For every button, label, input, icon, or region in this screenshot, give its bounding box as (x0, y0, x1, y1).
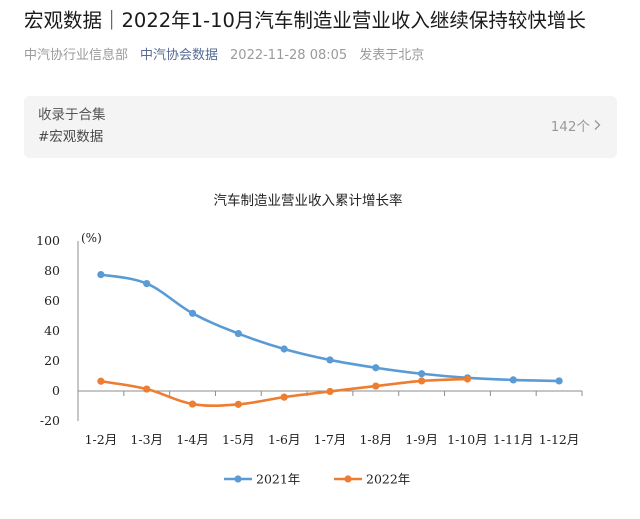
chevron-right-icon (593, 117, 601, 137)
y-tick-label: -20 (40, 413, 60, 428)
y-tick-label: 40 (44, 323, 60, 338)
collection-count[interactable]: 142个 (551, 117, 601, 137)
x-tick-label: 1-2月 (85, 432, 118, 447)
collection-count-text: 142个 (550, 119, 590, 135)
series-point-2 (188, 400, 197, 408)
revenue-growth-chart: 汽车制造业营业收入累计增长率 (%) 100 80 60 40 20 0 -20 1-2月 1… (0, 180, 640, 519)
collection-card[interactable]: 收录于合集 #宏观数据 142个 (24, 96, 617, 158)
series-point-1 (143, 280, 151, 288)
y-tick-label: 20 (44, 353, 60, 368)
source-name: 中汽协行业信息部 (24, 48, 129, 63)
y-tick-label: 100 (36, 233, 60, 248)
collection-label: 收录于合集 (38, 107, 106, 123)
series-point-2 (280, 393, 288, 401)
x-tick-label: 1-6月 (268, 432, 301, 447)
series-point-1 (418, 370, 426, 378)
series-point-2 (326, 387, 334, 396)
x-axis-ticks: 1-2月 1-3月 1-4月 1-5月 1-6月 1-7月 1-8月 1-9月 1-10月 1-1… (77, 391, 583, 447)
series-point-1 (97, 271, 105, 279)
series-point-2 (143, 385, 151, 393)
x-tick-label: 1-12月 (539, 432, 580, 447)
collection-tag[interactable]: #宏观数据 (38, 129, 104, 145)
publish-datetime: 2022-11-28 08:05 (230, 48, 348, 63)
x-tick-label: 1-4月 (176, 432, 209, 447)
x-tick-label: 1-10月 (447, 432, 488, 447)
series-point-1 (326, 356, 334, 364)
account-link[interactable]: 中汽协会数据 (140, 48, 219, 63)
x-tick-label: 1-3月 (130, 432, 163, 447)
x-tick-label: 1-5月 (222, 432, 255, 447)
series-line-1 (100, 273, 560, 383)
chart-legend: 2021年 2022年 (224, 472, 410, 487)
series-point-2 (418, 377, 426, 385)
legend-label-2: 2022年 (366, 472, 410, 487)
x-tick-label: 1-7月 (314, 432, 347, 447)
series-point-2 (97, 377, 105, 385)
series-line-2 (100, 377, 468, 407)
series-point-2 (234, 400, 242, 408)
y-axis-ticks: 100 80 60 40 20 0 -20 (36, 233, 60, 428)
series-point-1 (188, 309, 197, 317)
series-point-1 (372, 364, 380, 372)
series-point-2 (372, 382, 380, 390)
article-meta: 中汽协行业信息部 中汽协会数据 2022-11-28 08:05 发表于北京 (24, 46, 436, 66)
article-title: 宏观数据｜2022年1-10月汽车制造业营业收入继续保持较快增长 (24, 9, 586, 32)
y-tick-label: 80 (44, 263, 60, 278)
y-tick-label: 60 (44, 293, 60, 308)
legend-marker-2 (344, 475, 352, 483)
series-point-1 (509, 376, 517, 384)
series-point-1 (555, 377, 563, 385)
legend-marker-1 (234, 475, 242, 483)
series-point-1 (234, 329, 242, 338)
y-axis-unit: (%) (81, 231, 102, 245)
series-point-1 (280, 345, 288, 353)
series-point-2 (463, 375, 472, 383)
x-tick-label: 1-11月 (493, 432, 534, 447)
chart-title: 汽车制造业营业收入累计增长率 (214, 192, 403, 209)
x-tick-label: 1-8月 (359, 432, 392, 447)
series-layer (97, 271, 563, 408)
legend-label-1: 2021年 (256, 472, 300, 487)
publish-location: 发表于北京 (359, 48, 425, 63)
x-tick-label: 1-9月 (405, 432, 438, 447)
y-tick-label: 0 (52, 383, 60, 398)
